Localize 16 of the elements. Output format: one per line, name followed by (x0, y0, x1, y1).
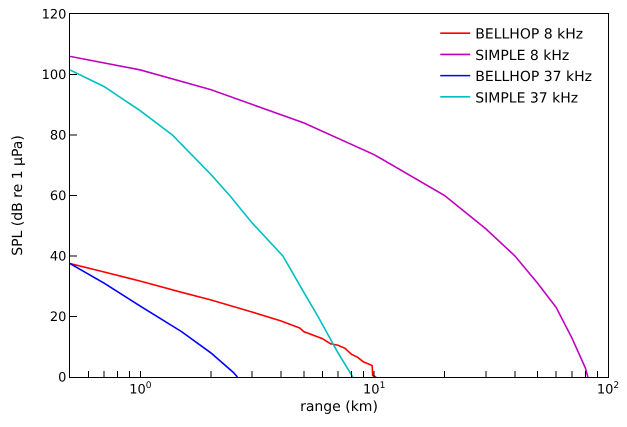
y-tick-label: 80 (50, 128, 66, 144)
y-axis-title: SPL (dB re 1 μPa) (10, 135, 26, 256)
legend-label: BELLHOP 8 kHz (475, 26, 584, 43)
x-axis-title: range (km) (300, 398, 378, 415)
y-tick-label: 60 (50, 189, 66, 204)
y-tick-label: 120 (42, 8, 66, 23)
x-tick-label: 10$^{1}$ (363, 381, 386, 398)
y-tick-label: 20 (50, 310, 66, 326)
y-tick-label: 40 (50, 250, 66, 265)
y-tick-label: 100 (42, 68, 66, 84)
legend-label: SIMPLE 37 kHz (475, 90, 578, 106)
x-tick-label: 10$^{2}$ (596, 381, 620, 398)
x-tick-label: 10$^{0}$ (129, 381, 152, 398)
legend-label: BELLHOP 37 kHz (475, 69, 592, 86)
legend-label: SIMPLE 8 kHz (475, 48, 570, 64)
y-tick-label: 0 (58, 370, 66, 386)
